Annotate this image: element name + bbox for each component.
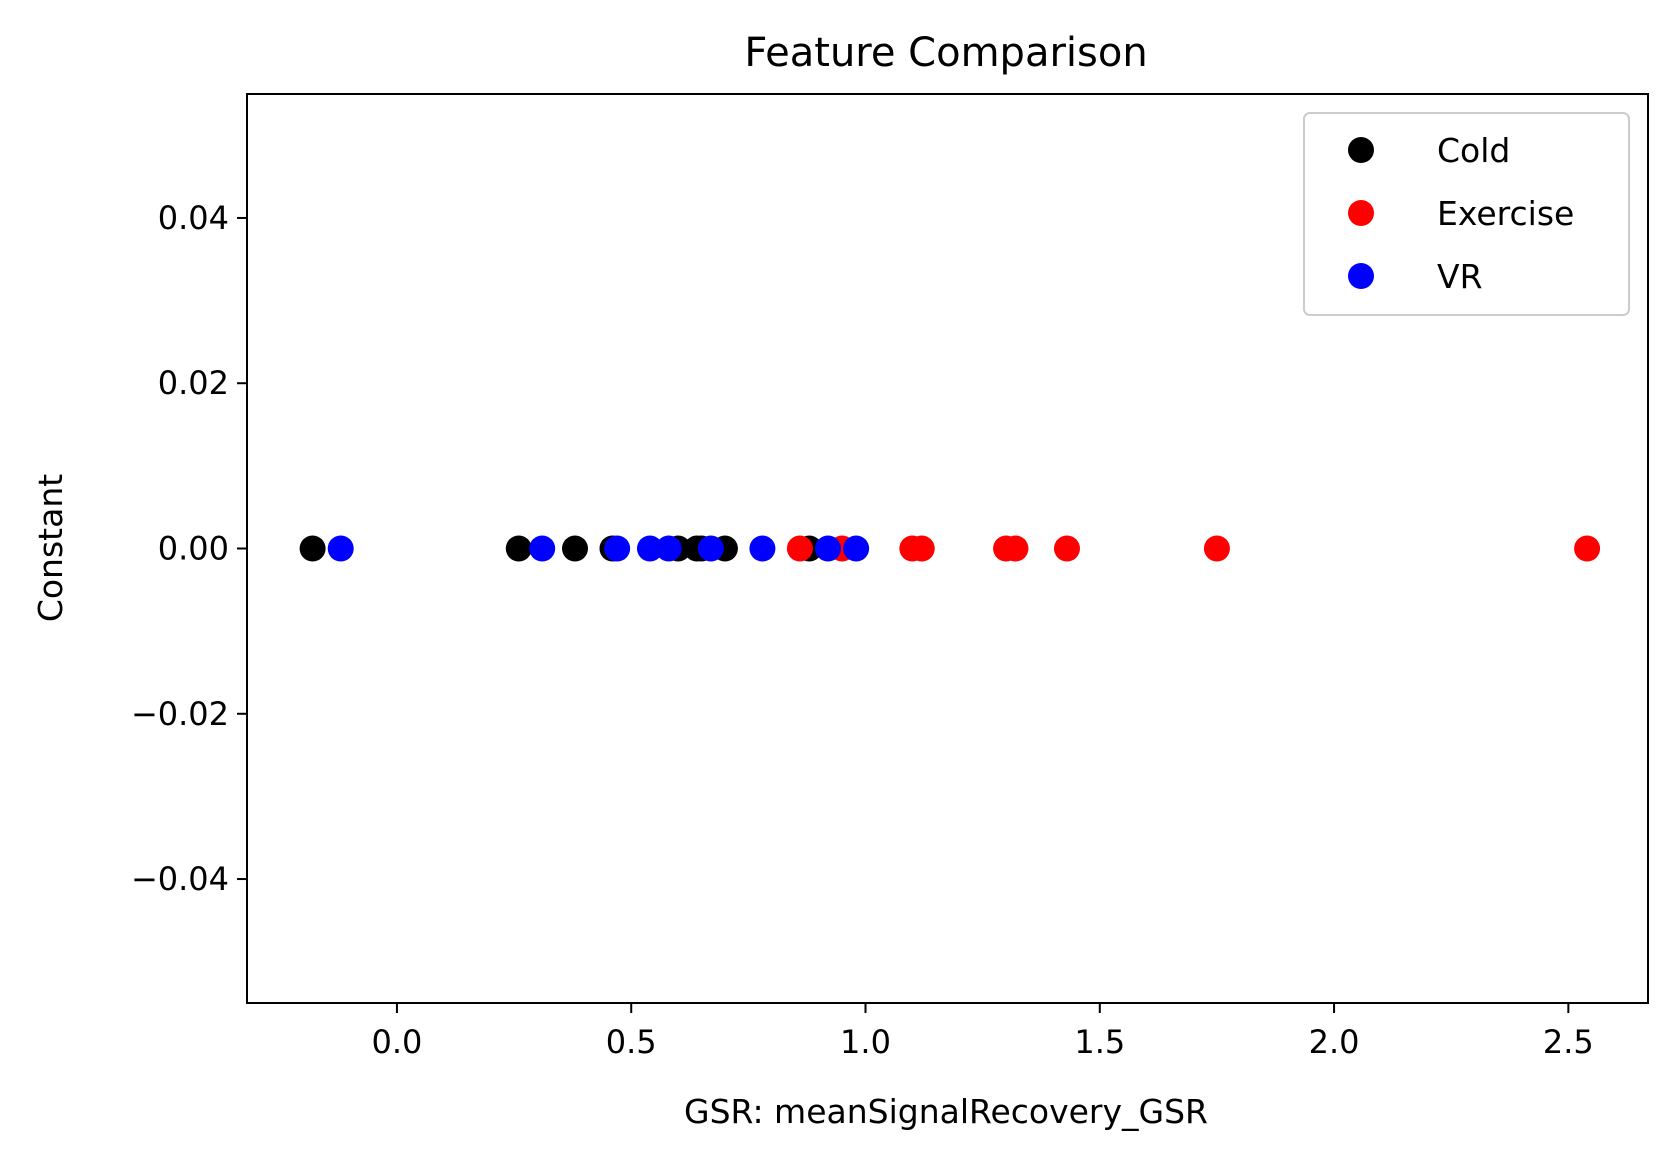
data-point-exercise [786,535,813,562]
x-tick-label: 1.5 [1074,1023,1125,1061]
x-tick-label: 2.0 [1309,1023,1360,1061]
y-axis-label: Constant [31,474,70,622]
data-point-vr [636,535,663,562]
legend-label-cold: Cold [1437,131,1510,170]
y-tick-label: 0.02 [158,364,229,402]
y-tick-label: 0.04 [158,199,229,237]
data-point-cold [561,535,588,562]
data-point-exercise [1574,535,1601,562]
data-point-exercise [908,535,935,562]
data-point-vr [749,535,776,562]
y-tick-label: 0.00 [158,530,229,568]
x-tick-label: 0.0 [371,1023,422,1061]
data-point-vr [327,535,354,562]
data-point-vr [655,535,682,562]
data-point-vr [843,535,870,562]
legend-box [1303,112,1630,316]
y-tick-label: −0.04 [131,860,229,898]
legend-marker-cold [1348,137,1374,163]
x-axis-label: GSR: meanSignalRecovery_GSR [684,1092,1208,1131]
x-tick-label: 2.5 [1543,1023,1594,1061]
x-axis-ticks: 0.0 0.5 1.0 1.5 2.0 2.5 [371,1003,1594,1061]
data-point-vr [815,535,842,562]
x-tick-label: 0.5 [606,1023,657,1061]
data-point-cold [505,535,532,562]
data-point-exercise [1002,535,1029,562]
data-points [299,535,1601,562]
data-point-vr [529,535,556,562]
data-point-exercise [1203,535,1230,562]
legend: Cold Exercise VR [1303,112,1630,316]
data-point-cold [299,535,326,562]
data-point-exercise [1053,535,1080,562]
y-tick-label: −0.02 [131,695,229,733]
data-point-vr [604,535,631,562]
legend-label-exercise: Exercise [1437,194,1574,233]
chart-title: Feature Comparison [744,30,1147,76]
legend-marker-vr [1348,263,1374,289]
x-tick-label: 1.0 [840,1023,891,1061]
data-point-vr [697,535,724,562]
legend-marker-exercise [1348,200,1374,226]
legend-label-vr: VR [1437,257,1483,296]
y-axis-ticks: 0.04 0.02 0.00 −0.02 −0.04 [131,199,247,898]
